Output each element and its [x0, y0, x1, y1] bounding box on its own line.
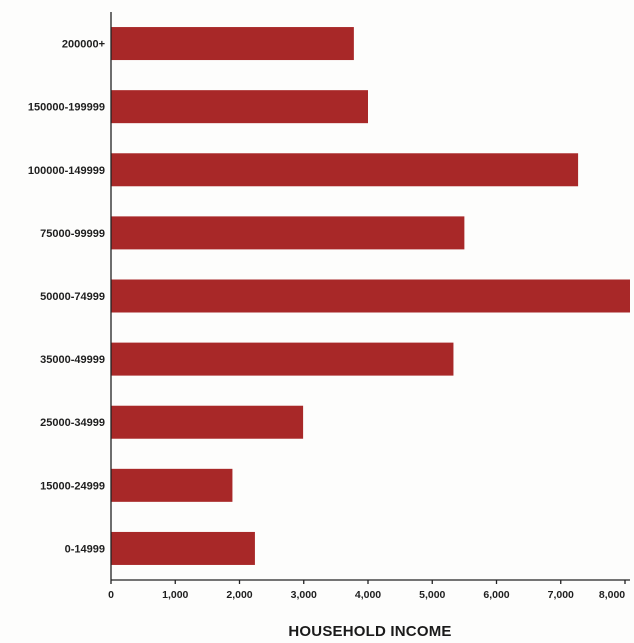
bar-150000-199999: [111, 90, 368, 124]
x-tick-label: 6,000: [483, 589, 509, 601]
bar-35000-49999: [111, 342, 454, 376]
bar-75000-99999: [111, 216, 465, 250]
x-tick-label: 5,000: [419, 589, 445, 601]
x-tick-label: 0: [108, 589, 114, 601]
x-ticks-group: 0 1,000 2,000 3,000 4,000 5,000 6,000 7,000 8,00…: [108, 580, 626, 601]
x-tick-label: 8,000: [599, 589, 625, 601]
category-label: 25000-34999: [40, 417, 105, 429]
x-tick-label: 2,000: [226, 589, 252, 601]
category-label: 15000-24999: [40, 480, 105, 492]
bar-15000-24999: [111, 468, 233, 502]
x-axis-title: HOUSEHOLD INCOME: [288, 623, 451, 640]
bar-0-14999: [111, 531, 255, 565]
x-tick-label: 1,000: [162, 589, 188, 601]
category-label: 150000-199999: [28, 102, 105, 114]
category-labels-group: 200000+ 150000-199999 100000-149999 75000-9…: [28, 39, 105, 556]
bar-100000-149999: [111, 153, 579, 187]
x-tick-label: 4,000: [355, 589, 381, 601]
category-label: 50000-74999: [40, 291, 105, 303]
category-label: 200000+: [62, 39, 105, 51]
x-tick-label: 7,000: [548, 589, 574, 601]
bar-25000-34999: [111, 405, 304, 439]
category-label: 100000-149999: [28, 165, 105, 177]
x-tick-label: 3,000: [291, 589, 317, 601]
category-label: 0-14999: [65, 543, 105, 555]
category-label: 35000-49999: [40, 354, 105, 366]
bar-50000-74999: [111, 279, 630, 313]
bar-200000+: [111, 27, 354, 61]
category-label: 75000-99999: [40, 228, 105, 240]
bars-group: [111, 27, 630, 565]
